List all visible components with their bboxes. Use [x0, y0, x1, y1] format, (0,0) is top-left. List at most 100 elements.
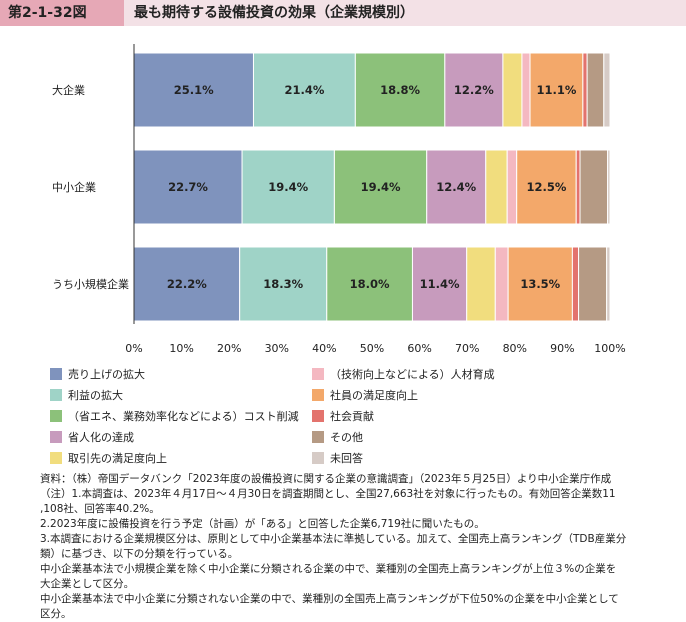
legend-item: 利益の拡大	[50, 389, 123, 403]
data-label: 18.8%	[380, 83, 420, 97]
source-notes: 資料：（株）帝国データバンク「2023年度の設備投資に関する企業の意識調査」（2…	[40, 472, 670, 622]
legend-label: 売り上げの拡大	[68, 368, 145, 381]
bar-segment	[607, 149, 611, 225]
bar-segment	[529, 52, 584, 128]
note-line: （注）1.本調査は、2023年４月17日～４月30日を調査期間とし、全国27,6…	[40, 488, 616, 500]
note-line: ,108社、回答率40.2%。	[40, 503, 160, 515]
note-line: 3.本調査における企業規模区分は、原則として中小企業基本法に準拠している。加えて…	[40, 533, 627, 545]
legend-item: （技術向上などによる）人材育成	[312, 368, 495, 382]
data-label: 25.1%	[174, 83, 214, 97]
figure-title: 最も期待する設備投資の効果（企業規模別）	[134, 5, 414, 21]
note-line: 2.2023年度に設備投資を行う予定（計画）が「ある」と回答した企業6,719社…	[40, 518, 485, 530]
legend-item: 社会貢献	[312, 410, 374, 424]
bar-segment	[326, 246, 413, 322]
legend-swatch	[312, 368, 324, 380]
data-label: 22.2%	[167, 277, 207, 291]
note-line: 中小企業基本法で中小企業に分類されない企業の中で、業種別の全国売上高ランキングが…	[40, 593, 619, 605]
note-line: 類）に基づき、以下の分類を行っている。	[40, 548, 239, 560]
bar-segment	[354, 52, 446, 128]
bar-segment	[575, 149, 581, 225]
legend-label: 未回答	[330, 452, 363, 465]
note-line: 区分。	[40, 608, 72, 620]
x-tick-label: 30%	[265, 342, 289, 355]
stacked-bar-chart: 25.1% 21.4% 18.8% 12.2% 11.1% 大企業 22.7% 19.4% 19…	[52, 44, 626, 355]
bar-segment	[506, 149, 518, 225]
bar-segment	[582, 52, 588, 128]
legend-swatch	[312, 452, 324, 464]
legend-label: 社会貢献	[330, 410, 374, 423]
bar-segment	[578, 246, 608, 322]
bar-segment	[521, 52, 531, 128]
bar-segment	[603, 52, 611, 128]
legend-label: （技術向上などによる）人材育成	[330, 368, 495, 381]
legend-swatch	[50, 368, 62, 380]
legend-label: その他	[330, 431, 363, 444]
legend-swatch	[50, 431, 62, 443]
bar-segment	[241, 149, 335, 225]
legend-item: 省人化の達成	[50, 431, 134, 445]
bar-segment	[252, 52, 356, 128]
bar-segment	[466, 246, 496, 322]
bar-segment	[133, 52, 254, 128]
data-label: 11.4%	[420, 277, 460, 291]
figure-number: 第2-1-32図	[0, 0, 124, 26]
bar-segment	[586, 52, 605, 128]
data-label: 11.1%	[536, 83, 576, 97]
bar-segment	[494, 246, 509, 322]
legend-swatch	[50, 452, 62, 464]
category-label: うち小規模企業	[52, 277, 129, 291]
bar-segment	[426, 149, 487, 225]
bar-segment	[606, 246, 611, 322]
data-label: 12.2%	[454, 83, 494, 97]
bar-segment	[516, 149, 577, 225]
legend-label: 社員の満足度向上	[330, 389, 418, 402]
data-label: 22.7%	[168, 180, 208, 194]
data-label: 12.5%	[527, 180, 567, 194]
legend-label: 省人化の達成	[68, 431, 134, 444]
bar-segment	[333, 149, 428, 225]
legend-item: その他	[312, 431, 363, 445]
bar-segment	[444, 52, 504, 128]
data-label: 19.4%	[268, 180, 308, 194]
category-label: 中小企業	[52, 180, 96, 194]
data-label: 18.3%	[263, 277, 303, 291]
legend-item: （省エネ、業務効率化などによる）コスト削減	[50, 410, 299, 424]
data-label: 21.4%	[284, 83, 324, 97]
legend-swatch	[50, 389, 62, 401]
legend-swatch	[50, 410, 62, 422]
x-tick-label: 40%	[312, 342, 336, 355]
legend-label: 取引先の満足度向上	[68, 452, 167, 465]
x-tick-label: 90%	[550, 342, 574, 355]
legend-item: 売り上げの拡大	[50, 368, 145, 382]
bar-segment	[239, 246, 328, 322]
legend-swatch	[312, 389, 324, 401]
bar-segment	[571, 246, 580, 322]
legend-label: 利益の拡大	[68, 389, 123, 402]
x-tick-label: 100%	[594, 342, 625, 355]
bar-segment	[485, 149, 508, 225]
data-label: 13.5%	[520, 277, 560, 291]
bar-segment	[579, 149, 609, 225]
legend-label: （省エネ、業務効率化などによる）コスト削減	[68, 410, 299, 423]
legend-item: 社員の満足度向上	[312, 389, 418, 403]
note-line: 中小企業基本法で小規模企業を除く中小企業に分類される企業の中で、業種別の全国売上…	[40, 563, 617, 575]
bar-segment	[133, 149, 243, 225]
x-tick-label: 80%	[503, 342, 527, 355]
note-line: 大企業として区分。	[40, 578, 135, 590]
data-label: 18.0%	[350, 277, 390, 291]
x-tick-label: 20%	[217, 342, 241, 355]
figure-header: 第2-1-32図 最も期待する設備投資の効果（企業規模別）	[0, 0, 686, 26]
legend-swatch	[312, 410, 324, 422]
bar-segment	[411, 246, 468, 322]
note-line: 資料：（株）帝国データバンク「2023年度の設備投資に関する企業の意識調査」（2…	[40, 473, 612, 485]
legend-item: 未回答	[312, 452, 363, 466]
legend-item: 取引先の満足度向上	[50, 452, 167, 466]
x-tick-label: 70%	[455, 342, 479, 355]
data-label: 12.4%	[436, 180, 476, 194]
x-tick-label: 10%	[169, 342, 193, 355]
category-label: 大企業	[52, 83, 85, 97]
x-tick-label: 50%	[360, 342, 384, 355]
x-tick-label: 60%	[407, 342, 431, 355]
x-tick-label: 0%	[125, 342, 142, 355]
legend-swatch	[312, 431, 324, 443]
